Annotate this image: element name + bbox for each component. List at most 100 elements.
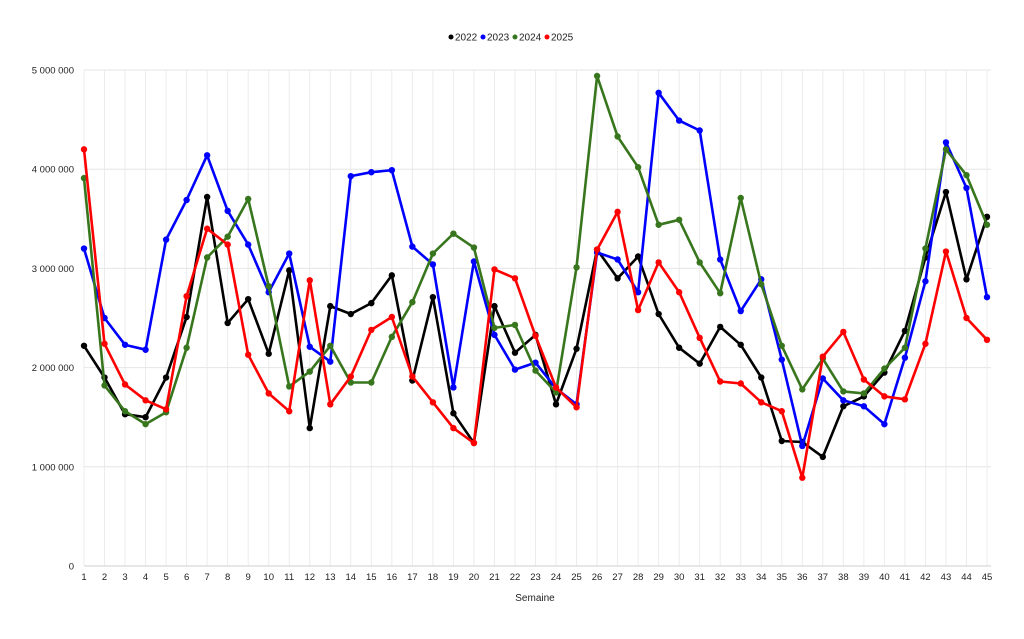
x-tick-label: 22: [510, 572, 521, 583]
x-tick-label: 25: [571, 572, 582, 583]
legend-marker: [448, 34, 454, 40]
data-point: [717, 290, 724, 297]
data-point: [162, 374, 170, 381]
data-point: [901, 396, 909, 403]
data-point: [942, 248, 950, 255]
data-point: [491, 331, 498, 339]
x-tick-label: 45: [982, 572, 993, 583]
x-tick-label: 8: [225, 572, 230, 583]
data-point: [491, 302, 498, 310]
data-point: [675, 117, 683, 124]
data-point: [368, 168, 375, 176]
data-point: [80, 146, 88, 153]
data-point: [224, 207, 231, 215]
data-point: [429, 250, 437, 257]
data-point: [840, 328, 847, 336]
x-tick-label: 44: [961, 572, 972, 583]
data-point: [429, 399, 437, 406]
data-point: [963, 184, 970, 192]
data-point: [942, 146, 950, 153]
data-point: [388, 166, 396, 174]
data-point: [552, 401, 560, 408]
data-point: [901, 354, 909, 361]
x-tick-label: 23: [530, 572, 541, 583]
y-tick-label: 1 000 000: [32, 462, 74, 473]
data-point: [142, 397, 149, 404]
x-tick-label: 18: [428, 572, 439, 583]
data-point: [840, 397, 847, 404]
data-point: [696, 259, 703, 266]
data-point: [142, 420, 149, 428]
x-tick-label: 13: [325, 572, 336, 583]
legend-marker: [544, 34, 550, 40]
data-point: [614, 275, 621, 282]
data-point: [983, 293, 991, 301]
y-tick-label: 2 000 000: [32, 363, 74, 374]
data-point: [983, 221, 991, 228]
legend-label: 2023: [487, 33, 510, 44]
x-tick-label: 40: [879, 572, 890, 583]
data-point: [183, 292, 190, 300]
data-point: [737, 194, 744, 202]
data-point: [327, 302, 334, 310]
y-tick-label: 4 000 000: [32, 165, 74, 176]
data-point: [142, 414, 149, 421]
y-tick-label: 0: [69, 562, 74, 573]
data-point: [696, 127, 703, 134]
data-point: [778, 342, 785, 349]
data-point: [634, 289, 642, 296]
data-point: [162, 236, 170, 243]
grid: [83, 69, 991, 567]
data-point: [511, 321, 519, 329]
x-tick-label: 43: [941, 572, 952, 583]
data-point: [573, 404, 580, 411]
data-point: [183, 196, 190, 204]
series-2024: [80, 72, 991, 428]
data-point: [183, 344, 190, 351]
x-tick-label: 19: [448, 572, 459, 583]
data-point: [717, 256, 724, 263]
data-point: [121, 408, 129, 415]
data-point: [942, 139, 950, 146]
data-point: [532, 367, 539, 374]
data-point: [593, 246, 601, 253]
x-tick-label: 4: [143, 572, 148, 583]
data-point: [901, 344, 909, 351]
data-point: [347, 172, 354, 180]
data-point: [429, 293, 437, 301]
legend-item-2024: 2024: [512, 33, 542, 44]
x-tick-label: 35: [776, 572, 787, 583]
data-point: [491, 324, 498, 332]
data-point: [614, 208, 621, 216]
data-point: [183, 313, 190, 321]
data-point: [799, 386, 806, 393]
x-tick-label: 20: [469, 572, 480, 583]
data-point: [470, 258, 478, 265]
data-point: [922, 340, 929, 347]
data-point: [614, 256, 621, 263]
data-point: [511, 366, 519, 373]
data-point: [450, 230, 457, 237]
y-tick-label: 5 000 000: [32, 66, 74, 77]
data-point: [244, 241, 252, 248]
legend-item-2025: 2025: [544, 33, 574, 44]
data-point: [265, 283, 272, 290]
data-point: [244, 295, 252, 303]
data-point: [675, 289, 683, 296]
data-point: [552, 389, 560, 396]
legend-item-2022: 2022: [448, 33, 478, 44]
data-point: [327, 358, 334, 365]
data-point: [901, 327, 909, 335]
x-tick-label: 42: [920, 572, 931, 583]
x-tick-label: 10: [263, 572, 274, 583]
x-tick-label: 6: [184, 572, 189, 583]
legend-label: 2024: [519, 33, 542, 44]
data-point: [614, 133, 621, 140]
data-point: [450, 424, 457, 432]
data-point: [286, 267, 293, 274]
data-point: [347, 310, 354, 318]
data-point: [881, 420, 888, 428]
data-point: [409, 373, 416, 380]
data-point: [511, 349, 519, 356]
data-point: [799, 474, 806, 481]
